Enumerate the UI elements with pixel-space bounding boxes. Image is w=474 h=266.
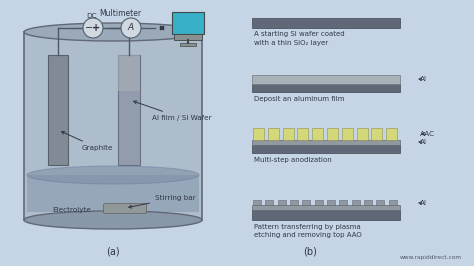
Text: (b): (b) xyxy=(303,247,317,257)
Bar xyxy=(48,55,68,165)
Text: (a): (a) xyxy=(106,247,120,257)
Text: Multimeter: Multimeter xyxy=(99,10,141,19)
Bar xyxy=(364,200,372,205)
FancyBboxPatch shape xyxy=(103,203,146,214)
Bar xyxy=(118,55,140,165)
Bar xyxy=(252,205,400,210)
Bar xyxy=(253,128,264,140)
Bar xyxy=(265,200,273,205)
Bar xyxy=(297,128,309,140)
Bar xyxy=(352,200,360,205)
Bar xyxy=(278,200,286,205)
Bar xyxy=(356,128,368,140)
Bar xyxy=(386,128,397,140)
Bar xyxy=(290,200,298,205)
Bar xyxy=(180,43,196,46)
Text: Al: Al xyxy=(419,139,427,145)
Bar xyxy=(268,128,279,140)
Bar xyxy=(376,200,384,205)
Bar xyxy=(327,200,335,205)
Bar xyxy=(174,34,202,40)
Text: A: A xyxy=(128,23,134,32)
Bar xyxy=(315,200,323,205)
Circle shape xyxy=(121,18,141,38)
Text: Deposit an aluminum film: Deposit an aluminum film xyxy=(254,96,345,102)
Bar xyxy=(118,55,140,91)
Bar xyxy=(252,75,400,84)
Bar xyxy=(172,12,204,34)
Ellipse shape xyxy=(27,166,199,184)
Text: +: + xyxy=(92,23,100,33)
Bar xyxy=(389,200,397,205)
Text: Al: Al xyxy=(419,76,427,82)
Text: Pattern transferring by plasma
etching and removing top AAO: Pattern transferring by plasma etching a… xyxy=(254,224,362,239)
Bar xyxy=(253,200,261,205)
Text: Al: Al xyxy=(419,200,427,206)
Bar xyxy=(27,175,199,212)
Ellipse shape xyxy=(24,23,202,41)
Bar xyxy=(342,128,353,140)
Bar xyxy=(283,128,293,140)
Bar xyxy=(252,210,400,220)
Text: Multi-step anodization: Multi-step anodization xyxy=(254,157,332,163)
Text: AAC: AAC xyxy=(420,131,435,137)
Bar xyxy=(302,200,310,205)
Ellipse shape xyxy=(24,211,202,229)
Bar xyxy=(372,128,383,140)
Bar xyxy=(327,128,338,140)
Text: −: − xyxy=(85,23,93,33)
Text: Al film / Si Wafer: Al film / Si Wafer xyxy=(134,101,211,121)
Circle shape xyxy=(83,18,103,38)
Bar xyxy=(252,18,400,28)
Bar xyxy=(252,145,400,153)
Text: DC: DC xyxy=(86,13,97,19)
Bar xyxy=(312,128,323,140)
Bar xyxy=(339,200,347,205)
Text: Electrolyte: Electrolyte xyxy=(53,207,91,213)
Text: Graphite: Graphite xyxy=(62,131,113,151)
Text: Stirring bar: Stirring bar xyxy=(129,195,196,208)
Text: A starting Si wafer coated
with a thin SiO₂ layer: A starting Si wafer coated with a thin S… xyxy=(254,31,345,45)
FancyBboxPatch shape xyxy=(24,32,202,220)
Text: www.rapiddirect.com: www.rapiddirect.com xyxy=(400,256,462,260)
Bar xyxy=(252,140,400,145)
Bar xyxy=(252,84,400,92)
